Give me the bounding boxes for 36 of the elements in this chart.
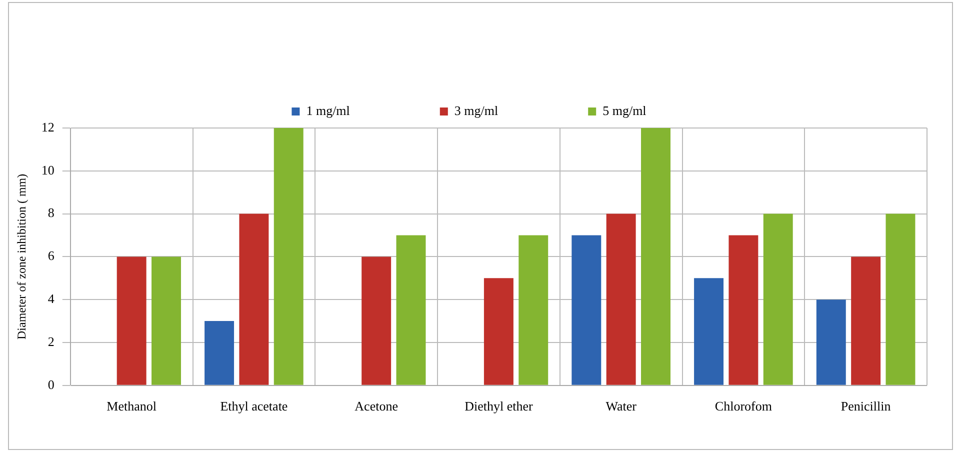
legend-label: 3 mg/ml bbox=[454, 102, 498, 118]
bar bbox=[641, 128, 670, 385]
bar bbox=[694, 278, 724, 385]
x-tick-label: Water bbox=[606, 398, 638, 414]
bar bbox=[152, 256, 181, 385]
y-axis-title: Diameter of zone inhibition ( mm) bbox=[14, 174, 28, 340]
bar bbox=[116, 256, 146, 385]
x-tick-label: Methanol bbox=[106, 398, 157, 414]
legend-label: 5 mg/ml bbox=[602, 102, 647, 118]
y-tick-label: 10 bbox=[41, 162, 54, 178]
bar bbox=[763, 214, 793, 385]
x-tick-label: Ethyl acetate bbox=[220, 398, 288, 414]
bar bbox=[851, 256, 881, 385]
x-tick-label: Chlorofom bbox=[714, 398, 772, 414]
bar bbox=[362, 256, 392, 385]
x-tick-label: Penicillin bbox=[840, 398, 892, 414]
bar bbox=[728, 235, 758, 385]
x-tick-label: Diethyl ether bbox=[464, 398, 534, 414]
bar bbox=[816, 300, 846, 385]
y-tick-label: 12 bbox=[41, 119, 54, 134]
y-tick-label: 6 bbox=[48, 248, 55, 264]
bar bbox=[396, 235, 426, 385]
bar bbox=[518, 235, 548, 385]
bar bbox=[204, 321, 234, 385]
bar bbox=[484, 278, 514, 385]
legend-label: 1 mg/ml bbox=[306, 102, 350, 118]
y-tick-label: 8 bbox=[48, 205, 54, 220]
y-tick-label: 2 bbox=[48, 334, 54, 349]
x-tick-label: Acetone bbox=[354, 398, 398, 414]
bar bbox=[274, 128, 304, 385]
bar bbox=[606, 214, 636, 385]
y-tick-label: 0 bbox=[48, 376, 54, 392]
y-tick-label: 4 bbox=[48, 291, 55, 306]
bar bbox=[572, 235, 602, 385]
bar bbox=[239, 214, 269, 385]
bar bbox=[886, 214, 916, 385]
